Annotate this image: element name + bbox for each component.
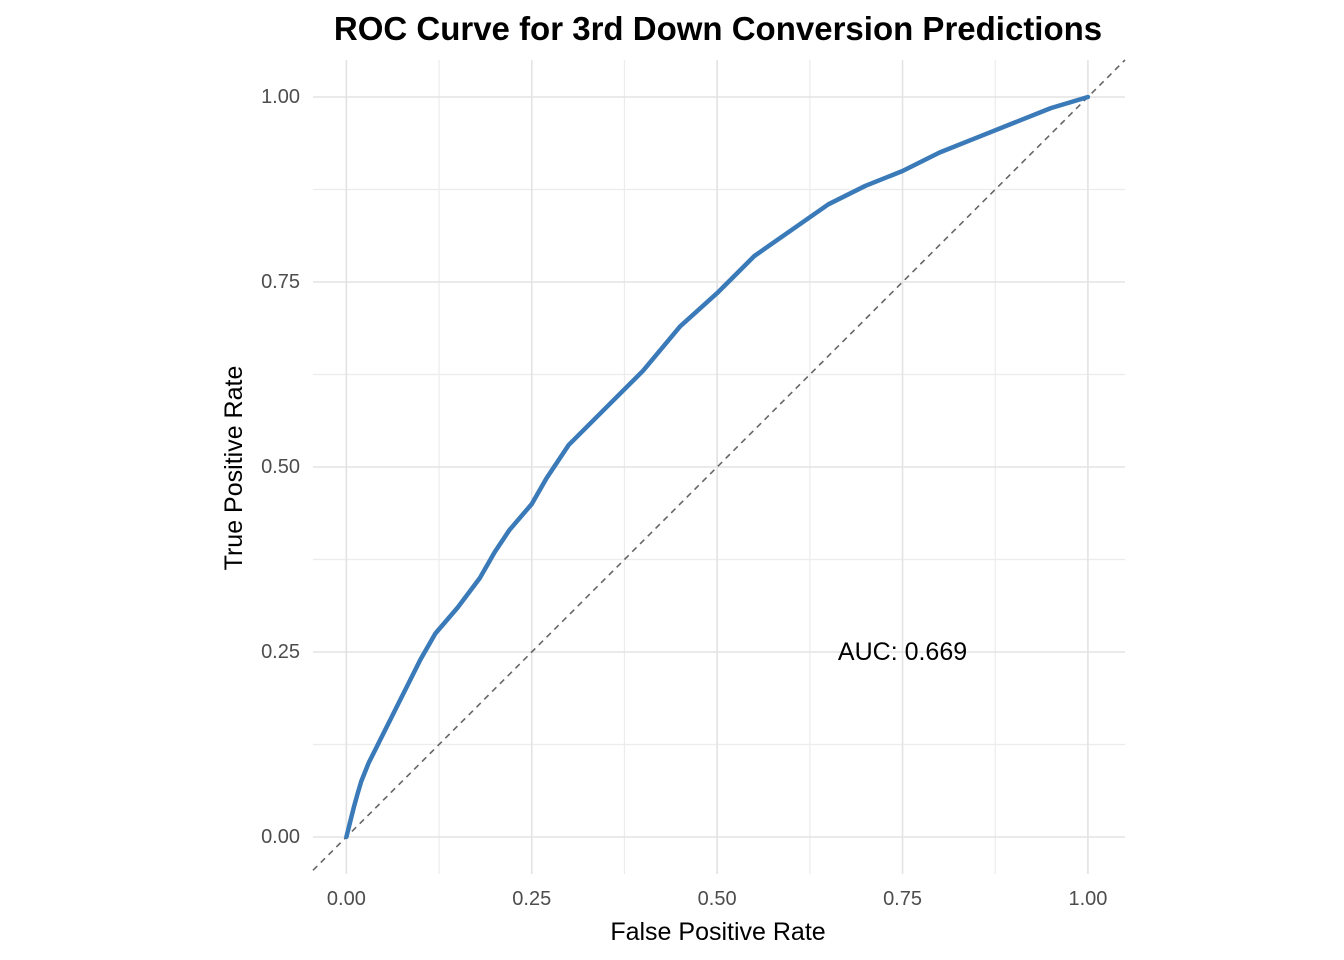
- y-tick-label: 0.75: [261, 271, 300, 293]
- grid-major: [313, 60, 1125, 874]
- y-tick-label: 0.50: [261, 456, 300, 478]
- y-tick-label: 0.25: [261, 641, 300, 663]
- y-tick-label: 0.00: [261, 826, 300, 848]
- series-group: [344, 94, 1091, 840]
- reference-diagonal-line: [312, 59, 1126, 871]
- x-tick-label: 1.00: [1068, 888, 1107, 910]
- x-tick-label: 0.50: [698, 888, 737, 910]
- reference-line-group: [312, 59, 1126, 871]
- x-tick-label: 0.25: [512, 888, 551, 910]
- y-tick-label: 1.00: [261, 86, 300, 108]
- x-tick-label: 0.75: [883, 888, 922, 910]
- x-axis-ticks: 0.00 0.25 0.50 0.75 1.00: [327, 888, 1107, 910]
- y-axis-ticks: 0.00 0.25 0.50 0.75 1.00: [261, 86, 300, 848]
- x-axis-label: False Positive Rate: [610, 918, 825, 946]
- chart-title: ROC Curve for 3rd Down Conversion Predic…: [333, 10, 1103, 47]
- auc-annotation: AUC: 0.669: [838, 638, 967, 666]
- y-axis-label: True Positive Rate: [220, 366, 248, 571]
- x-tick-label: 0.00: [327, 888, 366, 910]
- roc-curve-line: [344, 94, 1091, 840]
